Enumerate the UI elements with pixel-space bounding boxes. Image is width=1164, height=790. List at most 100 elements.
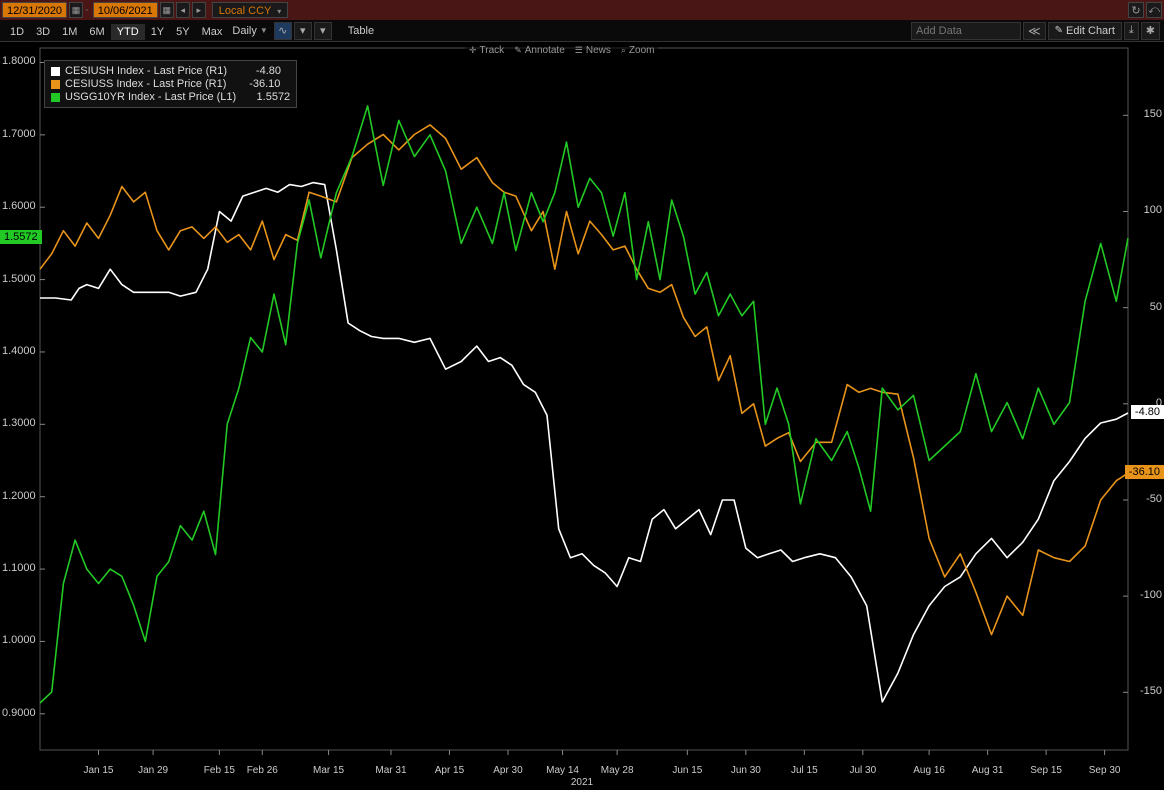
chevron-down-icon: ▼ — [260, 26, 268, 35]
start-date-picker-icon[interactable]: ▦ — [69, 2, 83, 18]
left-axis-tick: 1.0000 — [2, 634, 36, 646]
left-axis-tick: 1.4000 — [2, 345, 36, 357]
legend-series-name: USGG10YR Index - Last Price (L1) — [65, 91, 236, 103]
edit-chart-button[interactable]: ✎ Edit Chart — [1048, 22, 1122, 40]
date-separator: - — [83, 4, 91, 16]
x-axis-tick: Jun 15 — [672, 765, 702, 776]
collapse-icon[interactable]: ≪ — [1023, 22, 1046, 40]
x-axis-tick: Jan 29 — [138, 765, 168, 776]
x-axis-tick: Jul 30 — [849, 765, 876, 776]
x-axis-tick: Sep 15 — [1030, 765, 1062, 776]
left-axis-tick: 1.1000 — [2, 562, 36, 574]
range-3d[interactable]: 3D — [30, 24, 56, 40]
right-axis-tick: 100 — [1144, 204, 1162, 216]
range-1m[interactable]: 1M — [56, 24, 83, 40]
annotate-button[interactable]: ✎Annotate — [514, 45, 565, 56]
legend-swatch — [51, 80, 60, 89]
range-6m[interactable]: 6M — [83, 24, 110, 40]
chart-type-dropdown-icon[interactable]: ▾ — [294, 22, 312, 40]
range-max[interactable]: Max — [196, 24, 229, 40]
chart-svg — [0, 42, 1164, 790]
edit-chart-label: Edit Chart — [1066, 25, 1115, 37]
end-date-input[interactable]: 10/06/2021 — [93, 2, 158, 18]
legend-row[interactable]: USGG10YR Index - Last Price (L1) 1.5572 — [51, 91, 290, 103]
x-axis-tick: Jun 30 — [731, 765, 761, 776]
left-axis-tick: 1.8000 — [2, 55, 36, 67]
zoom-button[interactable]: ⌕Zoom — [621, 45, 655, 56]
legend-swatch — [51, 67, 60, 76]
frequency-dropdown[interactable]: Daily ▼ — [228, 23, 271, 39]
legend-series-value: -36.10 — [236, 78, 280, 90]
currency-selector[interactable]: Local CCY ▾ — [212, 2, 288, 18]
export-dropdown-icon[interactable]: ⤓ — [1124, 22, 1139, 40]
right-axis-tick: 50 — [1150, 301, 1162, 313]
chevron-down-icon: ▾ — [277, 7, 281, 16]
settings-gear-icon[interactable]: ✱ — [1141, 22, 1160, 40]
start-date-input[interactable]: 12/31/2020 — [2, 2, 67, 18]
x-axis-tick: Feb 26 — [247, 765, 278, 776]
price-marker: -4.80 — [1131, 405, 1164, 419]
chart-settings-dropdown-icon[interactable]: ▾ — [314, 22, 332, 40]
add-data-input[interactable] — [911, 22, 1021, 40]
annotate-label: Annotate — [525, 45, 565, 56]
track-button[interactable]: ✛Track — [469, 45, 504, 56]
legend-series-name: CESIUSS Index - Last Price (R1) — [65, 78, 226, 90]
range-1d[interactable]: 1D — [4, 24, 30, 40]
x-axis-tick: Jul 15 — [791, 765, 818, 776]
pencil-icon: ✎ — [514, 45, 522, 56]
right-axis-tick: -150 — [1140, 685, 1162, 697]
price-marker: 1.5572 — [0, 230, 42, 244]
legend-row[interactable]: CESIUSH Index - Last Price (R1) -4.80 — [51, 65, 290, 77]
x-axis-tick: Jan 15 — [83, 765, 113, 776]
frequency-label: Daily — [232, 25, 256, 37]
x-axis-tick: Mar 15 — [313, 765, 344, 776]
legend-series-value: 1.5572 — [246, 91, 290, 103]
range-5y[interactable]: 5Y — [170, 24, 195, 40]
legend-swatch — [51, 93, 60, 102]
right-axis-tick: -100 — [1140, 589, 1162, 601]
restore-icon[interactable]: ⤺ — [1146, 2, 1162, 18]
zoom-label: Zoom — [629, 45, 655, 56]
date-fwd-icon[interactable]: ▸ — [192, 2, 206, 18]
right-axis-tick: 150 — [1144, 108, 1162, 120]
x-axis-tick: Mar 31 — [375, 765, 406, 776]
x-axis-tick: Sep 30 — [1089, 765, 1121, 776]
left-axis-tick: 1.3000 — [2, 417, 36, 429]
left-axis-tick: 1.7000 — [2, 128, 36, 140]
currency-label: Local CCY — [219, 5, 271, 17]
x-axis-year: 2021 — [571, 777, 593, 788]
right-axis-tick: -50 — [1146, 493, 1162, 505]
legend-row[interactable]: CESIUSS Index - Last Price (R1) -36.10 — [51, 78, 290, 90]
date-range-bar: 12/31/2020 ▦ - 10/06/2021 ▦ ◂ ▸ Local CC… — [0, 0, 1164, 20]
left-axis-tick: 1.6000 — [2, 200, 36, 212]
chart-toolbar: 1D3D1M6MYTD1Y5YMax Daily ▼ ∿ ▾ ▾ Table ≪… — [0, 20, 1164, 42]
range-ytd[interactable]: YTD — [111, 24, 145, 40]
pencil-icon: ✎ — [1055, 25, 1063, 36]
chart-area[interactable]: ✛Track ✎Annotate ☰News ⌕Zoom CESIUSH Ind… — [0, 42, 1164, 790]
x-axis-tick: Apr 15 — [435, 765, 464, 776]
x-axis-tick: Feb 15 — [204, 765, 235, 776]
news-label: News — [586, 45, 611, 56]
legend-series-value: -4.80 — [237, 65, 281, 77]
x-axis-tick: May 14 — [546, 765, 579, 776]
table-link[interactable]: Table — [340, 23, 382, 39]
legend-series-name: CESIUSH Index - Last Price (R1) — [65, 65, 227, 77]
track-label: Track — [480, 45, 505, 56]
x-axis-tick: Aug 31 — [972, 765, 1004, 776]
news-button[interactable]: ☰News — [575, 45, 611, 56]
left-axis-tick: 1.2000 — [2, 490, 36, 502]
left-axis-tick: 1.5000 — [2, 273, 36, 285]
date-back-icon[interactable]: ◂ — [176, 2, 190, 18]
news-icon: ☰ — [575, 45, 583, 56]
reload-icon[interactable]: ↻ — [1128, 2, 1144, 18]
price-marker: -36.10 — [1125, 465, 1164, 479]
x-axis-tick: May 28 — [601, 765, 634, 776]
x-axis-tick: Aug 16 — [913, 765, 945, 776]
left-axis-tick: 0.9000 — [2, 707, 36, 719]
legend: CESIUSH Index - Last Price (R1)-4.80CESI… — [44, 60, 297, 108]
line-chart-type-icon[interactable]: ∿ — [274, 22, 292, 40]
x-axis-tick: Apr 30 — [493, 765, 522, 776]
range-1y[interactable]: 1Y — [145, 24, 170, 40]
chart-mini-toolbar: ✛Track ✎Annotate ☰News ⌕Zoom — [465, 44, 658, 57]
end-date-picker-icon[interactable]: ▦ — [160, 2, 174, 18]
